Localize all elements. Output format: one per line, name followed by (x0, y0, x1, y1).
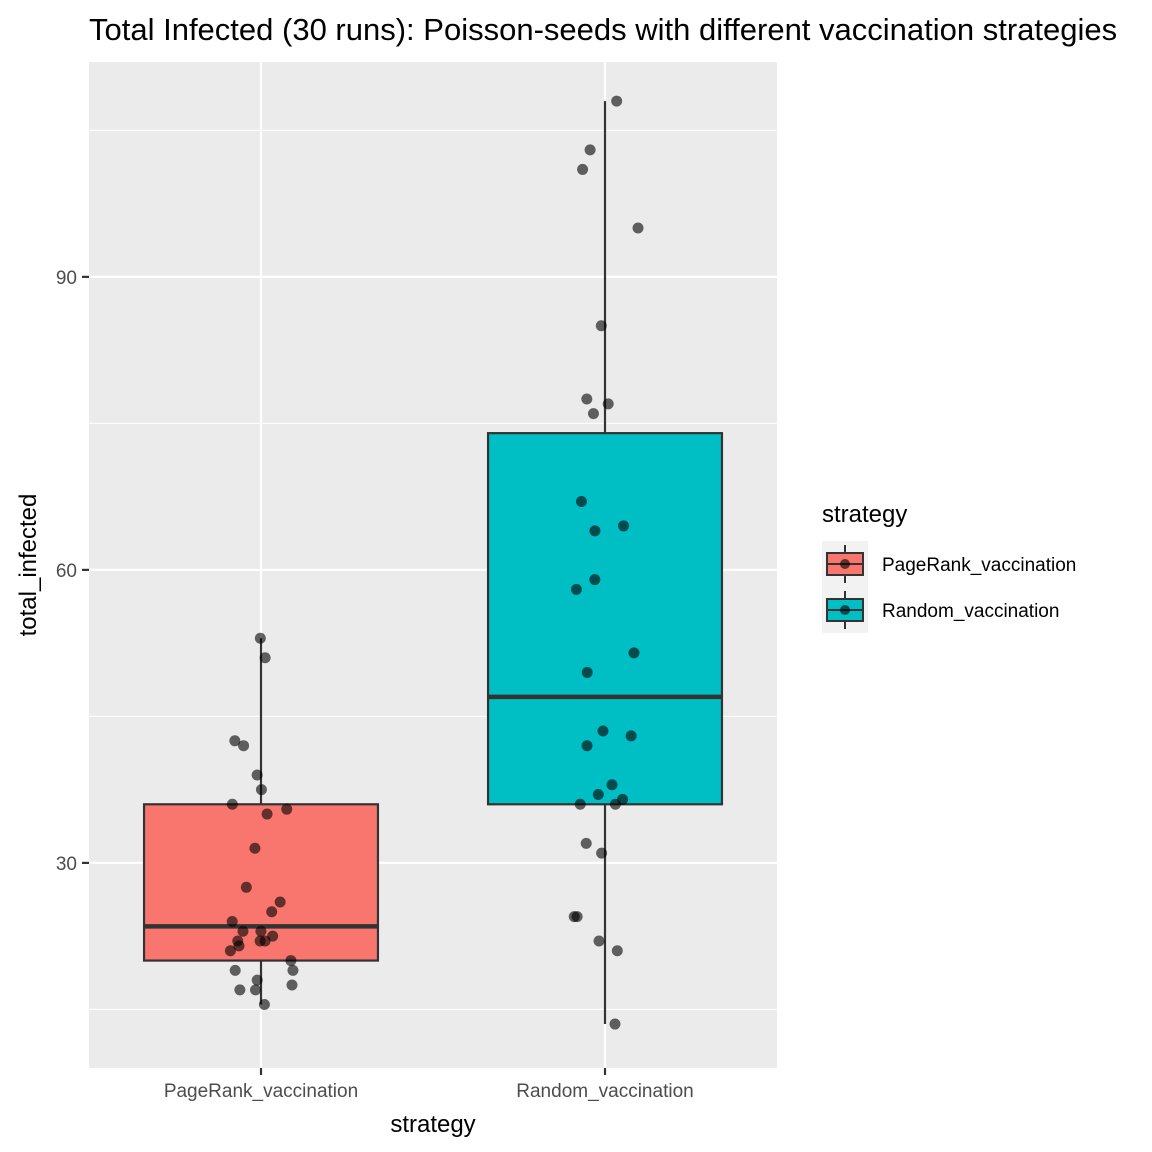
data-point (625, 730, 637, 742)
x-tick-label: Random_vaccination (516, 1081, 693, 1102)
box-Random_vaccination (486, 432, 724, 806)
data-point (259, 652, 271, 664)
data-point (568, 911, 580, 923)
data-point (606, 779, 618, 791)
data-point (593, 935, 605, 947)
data-point (226, 915, 238, 927)
data-point (274, 896, 286, 908)
data-point (240, 881, 252, 893)
x-tick-label: PageRank_vaccination (164, 1081, 358, 1102)
data-point (254, 632, 266, 644)
legend-label: Random_vaccination (882, 601, 1059, 622)
data-point (581, 393, 593, 405)
data-point (251, 974, 263, 986)
data-point (266, 906, 278, 918)
data-point (596, 847, 608, 859)
data-point (632, 222, 644, 234)
data-point (238, 740, 250, 752)
data-point (581, 666, 593, 678)
data-point (581, 740, 593, 752)
data-point (250, 984, 262, 996)
data-point (580, 837, 592, 849)
data-point (611, 945, 623, 957)
data-point (249, 842, 261, 854)
data-point (229, 964, 241, 976)
data-point (575, 496, 587, 508)
data-point (570, 583, 582, 595)
legend: strategy PageRank_vaccination Random_vacc… (822, 501, 1076, 633)
data-point (285, 955, 297, 967)
data-point (255, 925, 267, 937)
data-point (226, 798, 238, 810)
y-axis: 30 60 90 (56, 268, 89, 875)
data-point (597, 725, 609, 737)
grid-minor (89, 129, 777, 1010)
y-axis-title: total_infected (15, 494, 42, 637)
legend-title: strategy (822, 501, 907, 528)
data-point (229, 735, 241, 747)
legend-key-point (840, 605, 850, 615)
data-point (611, 95, 623, 107)
x-axis: PageRank_vaccination Random_vaccination (164, 1068, 694, 1102)
data-point (595, 320, 607, 332)
data-point (234, 984, 246, 996)
data-point (609, 798, 621, 810)
data-point (584, 144, 596, 156)
data-point (258, 999, 270, 1011)
data-point (602, 398, 614, 410)
y-tick-label: 90 (56, 268, 77, 289)
data-point (589, 574, 601, 586)
data-point (587, 408, 599, 420)
data-point (224, 945, 236, 957)
data-point (254, 935, 266, 947)
y-tick-label: 60 (56, 561, 77, 582)
data-point (286, 979, 298, 991)
x-axis-title: strategy (390, 1111, 475, 1138)
data-point (251, 769, 263, 781)
jitter-points (224, 95, 644, 1030)
data-point (281, 803, 293, 815)
data-point (233, 940, 245, 952)
data-point (609, 1018, 621, 1030)
legend-label: PageRank_vaccination (882, 555, 1076, 576)
data-point (628, 647, 640, 659)
data-point (589, 525, 601, 537)
chart-title: Total Infected (30 runs): Poisson-seeds … (89, 12, 1117, 47)
data-point (618, 520, 630, 532)
data-point (261, 808, 273, 820)
y-tick-label: 30 (56, 854, 77, 875)
data-point (574, 798, 586, 810)
boxplots (142, 101, 724, 1025)
legend-key-point (840, 559, 850, 569)
data-point (287, 964, 299, 976)
data-point (237, 925, 249, 937)
data-point (577, 163, 589, 175)
data-point (255, 784, 267, 796)
data-point (592, 789, 604, 801)
